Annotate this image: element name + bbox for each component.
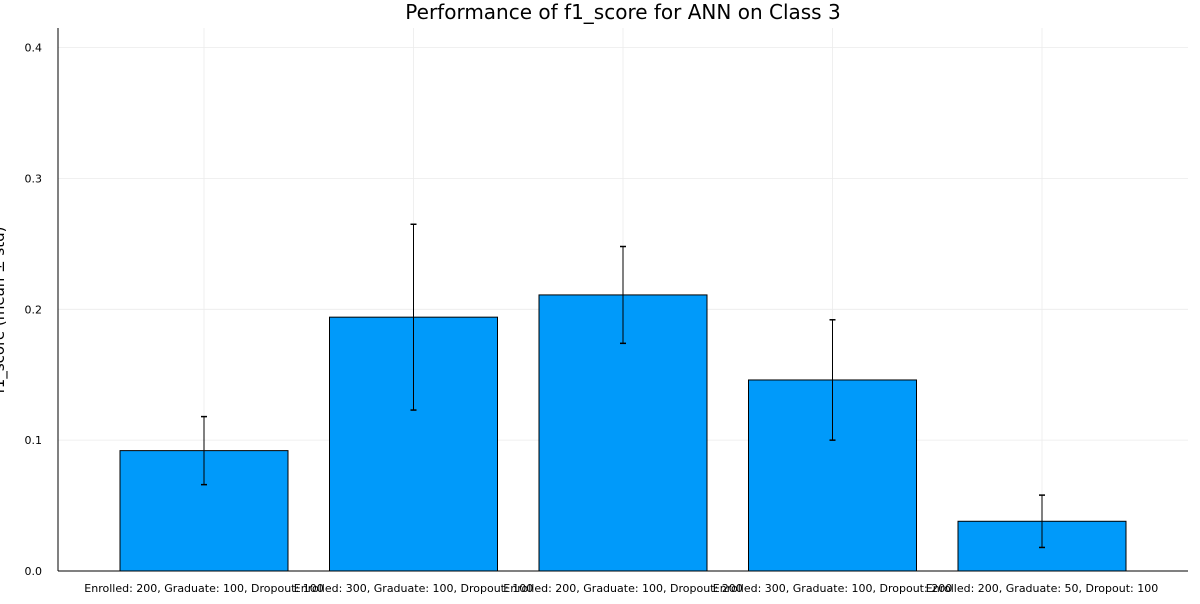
y-tick-label: 0.1	[25, 434, 43, 447]
x-tick-label: Enrolled: 300, Graduate: 100, Dropout: 2…	[713, 582, 952, 595]
error-bar	[829, 319, 836, 441]
error-bars	[201, 223, 1045, 549]
axes	[57, 28, 1188, 572]
x-tick-label: Enrolled: 200, Graduate: 50, Dropout: 10…	[926, 582, 1158, 595]
y-tick-label: 0.4	[25, 42, 43, 55]
x-tick-label: Enrolled: 200, Graduate: 100, Dropout: 1…	[84, 582, 323, 595]
y-tick-label: 0.3	[25, 172, 43, 185]
error-bar	[201, 415, 207, 486]
x-tick-label: Enrolled: 200, Graduate: 100, Dropout: 2…	[503, 582, 742, 595]
y-tick-labels: 0.0 0.1 0.2 0.3 0.4	[25, 42, 43, 578]
chart-title: Performance of f1_score for ANN on Class…	[405, 0, 840, 24]
y-tick-label: 0.0	[25, 565, 43, 578]
error-bar	[410, 223, 417, 411]
x-tick-label: Enrolled: 300, Graduate: 100, Dropout: 1…	[294, 582, 533, 595]
y-tick-label: 0.2	[25, 303, 43, 316]
x-tick-labels: Enrolled: 200, Graduate: 100, Dropout: 1…	[84, 582, 1158, 595]
error-bar	[1039, 494, 1045, 549]
error-bar	[620, 245, 626, 345]
y-axis-label: f1_score (mean ± std)	[0, 227, 9, 394]
